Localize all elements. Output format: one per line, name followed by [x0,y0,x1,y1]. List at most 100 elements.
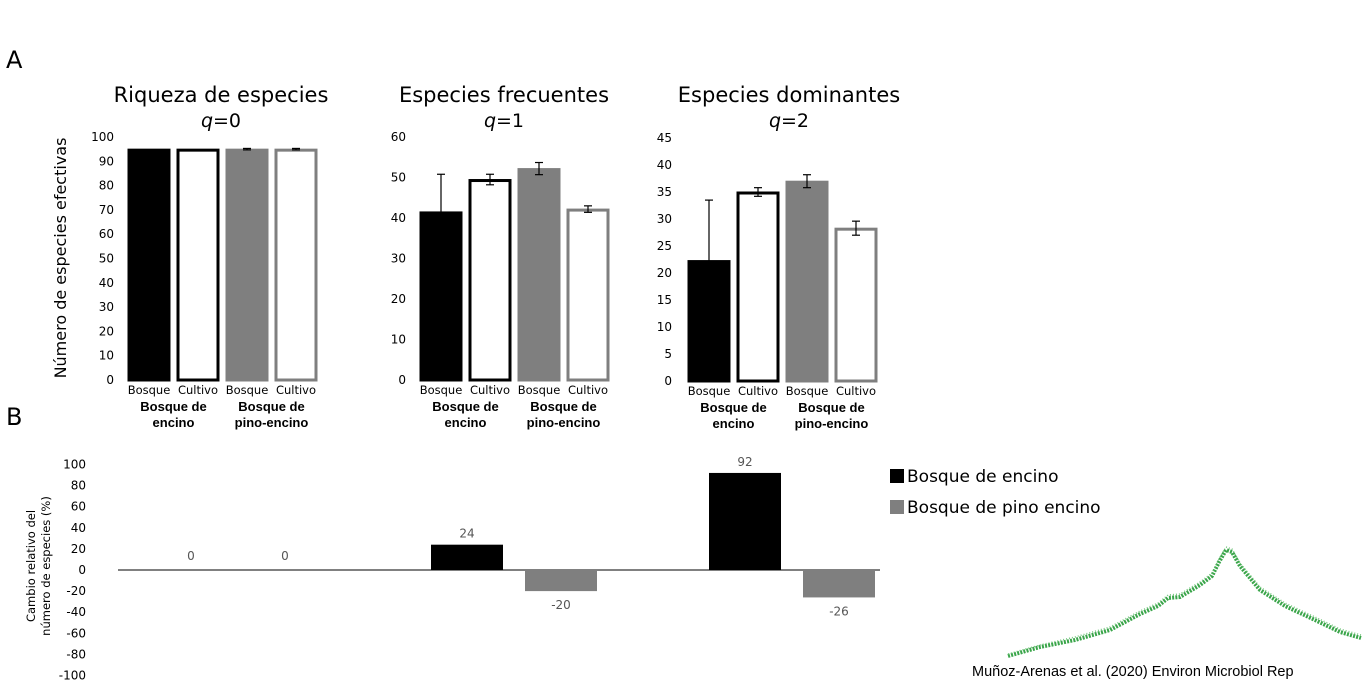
q-symbol: q [201,110,213,132]
chart-relative-change: Cambio relativo del número de especies (%… [24,455,1101,683]
y-axis-label-b-line1: Cambio relativo del [24,510,38,622]
data-label: -20 [551,598,571,612]
group-label-line2: encino [153,415,195,430]
y-tick-label: 30 [391,252,406,266]
q-order-label: q=2 [769,110,809,132]
mountain-texture [1007,546,1362,655]
x-tick-label: Cultivo [738,384,778,398]
y-tick-label: 20 [657,266,672,280]
group-label-line2: pino-encino [235,415,309,430]
x-tick-label: Bosque [786,384,829,398]
bar-3 [566,208,610,382]
y-tick-label: 60 [391,130,406,144]
x-tick-label: Cultivo [470,383,510,397]
group-label-line2: pino-encino [795,416,869,431]
x-tick-label: Cultivo [276,383,316,397]
y-tick-label: 40 [657,158,672,172]
group-label-line1: Bosque de [238,399,304,414]
y-axis-label-a: Número de especies efectivas [51,138,70,379]
bar-2 [225,148,269,382]
data-label: 0 [187,549,195,563]
chart-riqueza: Riqueza de especies q=0 0 10 20 30 40 50 60 70 80 9… [91,83,328,430]
y-tick-label: 20 [99,324,114,338]
chart-title: Especies frecuentes [399,83,609,107]
y-tick-label: 10 [391,333,406,347]
mountain-logo [1007,546,1362,658]
q-symbol: q [769,110,781,132]
bar-0-1 [431,544,503,570]
bar-1 [736,191,780,383]
q-value: =1 [496,110,524,132]
x-tick-label: Bosque [688,384,731,398]
chart-title: Riqueza de especies [114,83,329,107]
group-label-line2: encino [713,416,755,431]
q-value: =0 [213,110,241,132]
x-tick-label: Cultivo [568,383,608,397]
group-label-line1: Bosque de [700,400,766,415]
data-label: -26 [829,604,849,618]
y-tick-label: 0 [398,373,406,387]
chart-title: Especies dominantes [678,83,900,107]
q-order-label: q=0 [201,110,241,132]
y-tick-label: 10 [99,349,114,363]
y-tick-label: 100 [63,458,86,472]
group-label-line1: Bosque de [798,400,864,415]
y-tick-label: 40 [71,521,86,535]
legend-swatch [890,500,904,514]
data-label: 92 [737,455,752,469]
y-tick-label: 30 [657,212,672,226]
data-label: 24 [459,527,474,541]
group-label-line1: Bosque de [432,399,498,414]
y-tick-label: 60 [99,227,114,241]
bar-1 [176,148,220,382]
y-tick-label: 20 [391,292,406,306]
x-tick-label: Bosque [128,383,171,397]
y-tick-label: 90 [99,154,114,168]
y-tick-label: 35 [657,185,672,199]
y-tick-label: 20 [71,542,86,556]
x-tick-label: Bosque [420,383,463,397]
bar-3 [274,148,318,382]
y-tick-label: 0 [106,373,114,387]
x-tick-label: Cultivo [836,384,876,398]
y-tick-label: 100 [91,130,114,144]
bar-1-2 [803,570,875,598]
y-tick-label: 45 [657,131,672,145]
y-axis-label-b-line2: número de especies (%) [39,496,53,636]
legend-swatch [890,469,904,483]
group-label-line1: Bosque de [530,399,596,414]
group-label-line2: encino [445,415,487,430]
y-tick-label: 10 [657,320,672,334]
x-tick-label: Bosque [226,383,269,397]
y-tick-label: -100 [59,669,86,683]
y-tick-label: 40 [391,211,406,225]
bar-0 [127,148,171,382]
y-tick-label: 40 [99,276,114,290]
citation: Muñoz-Arenas et al. (2020) Environ Micro… [972,664,1294,680]
y-tick-label: 50 [99,252,114,266]
y-tick-label: 70 [99,203,114,217]
bar-2 [517,168,561,382]
group-label-line2: pino-encino [527,415,601,430]
mountain-silhouette-icon [1007,548,1362,658]
y-tick-label: 80 [99,179,114,193]
panel-label-a: A [6,46,23,74]
y-tick-label: -20 [66,584,86,598]
x-tick-label: Cultivo [178,383,218,397]
panel-label-b: B [6,403,22,431]
y-tick-label: 0 [664,374,672,388]
data-label: 0 [281,549,289,563]
bar-1-1 [525,570,597,592]
y-tick-label: 5 [664,347,672,361]
group-label-line1: Bosque de [140,399,206,414]
chart-frecuentes: Especies frecuentes q=1 0 10 20 30 40 50 60 Bosqu… [391,83,610,430]
y-tick-label: -40 [66,605,86,619]
y-tick-label: -60 [66,626,86,640]
y-tick-label: 15 [657,293,672,307]
x-tick-label: Bosque [518,383,561,397]
legend-label: Bosque de encino [907,467,1058,487]
y-tick-label: 0 [78,563,86,577]
bar-2 [785,180,829,383]
y-tick-label: -80 [66,647,86,661]
